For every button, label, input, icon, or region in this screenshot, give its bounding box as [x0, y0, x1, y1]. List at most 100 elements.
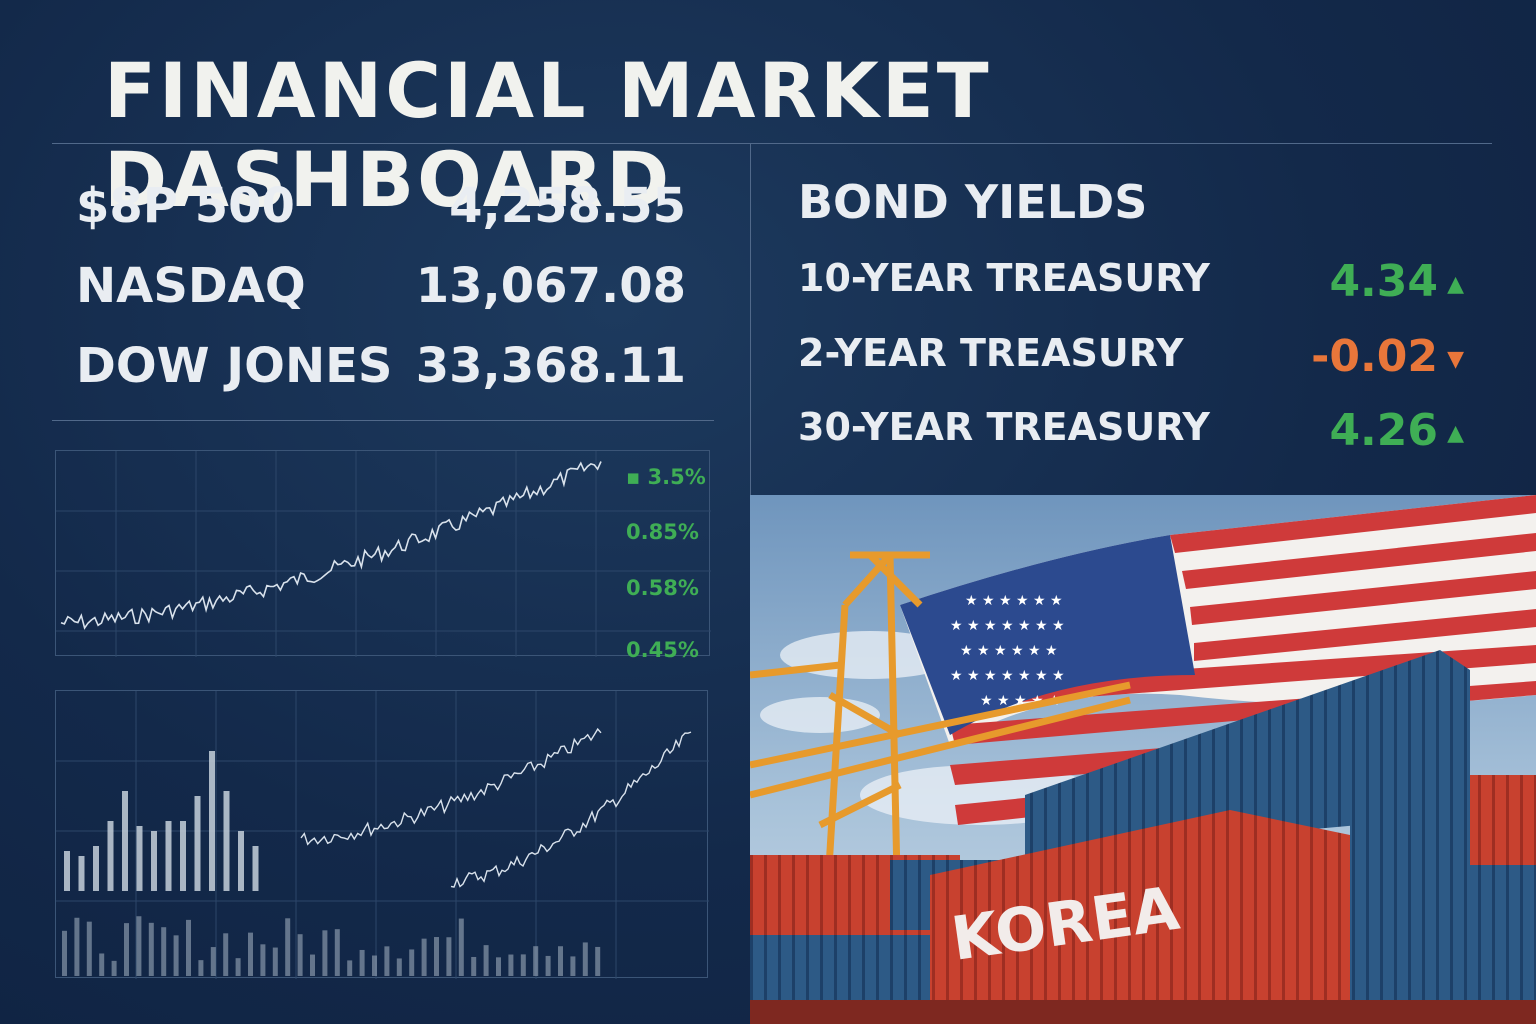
- volume-bar: [558, 946, 563, 976]
- volume-bar: [545, 955, 551, 976]
- index-row-dow-jones[interactable]: DOW JONES 33,368.11: [76, 338, 696, 408]
- index-line-chart[interactable]: [55, 450, 711, 657]
- arrow-up-icon: ▲: [1447, 272, 1464, 297]
- bond-row-10-year[interactable]: 10-YEAR TREASURY 4.34 ▲: [798, 256, 1468, 316]
- volume-bar: [99, 953, 105, 976]
- volume-bar: [210, 947, 216, 976]
- volume-bar: [235, 958, 241, 976]
- volume-bar: [421, 938, 427, 976]
- index-row-sp500[interactable]: $8P 500 4,258.55: [76, 178, 696, 248]
- bond-row-30-year[interactable]: 30-YEAR TREASURY 4.26 ▲: [798, 405, 1468, 465]
- panel-divider: [750, 143, 751, 495]
- volume-bar: [322, 930, 328, 976]
- volume-bar: [483, 945, 489, 976]
- volume-bar: [194, 796, 201, 891]
- header-divider: [52, 143, 1492, 144]
- svg-text:★ ★ ★ ★ ★ ★: ★ ★ ★ ★ ★ ★: [960, 643, 1058, 659]
- bond-name: 10-YEAR TREASURY: [798, 256, 1210, 300]
- volume-bar: [372, 955, 377, 976]
- volume-bar: [136, 916, 142, 976]
- volume-bar: [396, 958, 402, 976]
- volume-bar: [582, 942, 588, 976]
- volume-bar: [86, 921, 92, 976]
- volume-bar: [310, 954, 315, 976]
- volume-bar: [434, 937, 439, 976]
- index-name: DOW JONES: [76, 338, 393, 394]
- arrow-down-icon: ▼: [1447, 347, 1464, 372]
- dashboard-title: FINANCIAL MARKET DASHBOARD: [104, 46, 992, 224]
- volume-bar: [223, 933, 229, 976]
- volume-bar: [136, 826, 143, 891]
- volume-bar: [186, 919, 191, 976]
- volume-bar: [223, 791, 230, 891]
- volume-bar: [124, 923, 129, 976]
- volume-bar: [151, 831, 157, 891]
- volume-bar: [252, 846, 259, 891]
- volume-bar: [209, 751, 215, 891]
- volume-bar: [570, 956, 576, 976]
- arrow-up-icon: ▲: [1447, 421, 1464, 446]
- svg-text:★ ★ ★ ★ ★ ★ ★: ★ ★ ★ ★ ★ ★ ★: [950, 668, 1065, 684]
- volume-bar: [122, 791, 128, 891]
- svg-text:★ ★ ★ ★ ★ ★: ★ ★ ★ ★ ★ ★: [965, 593, 1063, 609]
- index-name: $8P 500: [76, 178, 295, 234]
- volume-bar: [595, 946, 601, 976]
- bond-yield-value: -0.02: [1311, 331, 1438, 382]
- volume-bar: [520, 954, 526, 976]
- index-value: 13,067.08: [415, 258, 686, 314]
- bond-yield-value: 4.26: [1329, 405, 1438, 456]
- volume-bar: [471, 956, 477, 976]
- volume-bar: [198, 960, 204, 976]
- bond-yield-value: 4.34: [1329, 256, 1438, 307]
- trend-line-a: [300, 727, 602, 846]
- volume-bar: [111, 960, 117, 976]
- volume-bar: [347, 960, 353, 976]
- volume-bar: [272, 947, 278, 976]
- index-row-nasdaq[interactable]: NASDAQ 13,067.08: [76, 258, 696, 328]
- volume-bar: [334, 929, 340, 976]
- pct-label: ▪ 3.5%: [626, 465, 706, 489]
- pct-label: 0.58%: [626, 576, 699, 600]
- volume-bars-upper: [64, 751, 259, 891]
- indices-divider: [52, 420, 714, 421]
- volume-bar: [297, 934, 303, 976]
- volume-bars-lower: [62, 916, 601, 976]
- volume-bar: [62, 930, 67, 976]
- volume-bar: [74, 917, 80, 976]
- volume-bar: [359, 949, 365, 976]
- volume-bar: [260, 944, 266, 976]
- volume-bar: [107, 821, 114, 891]
- pct-label: 0.85%: [626, 520, 699, 544]
- volume-bar: [248, 932, 253, 976]
- index-value: 33,368.11: [415, 338, 686, 394]
- bond-name: 2-YEAR TREASURY: [798, 331, 1184, 375]
- volume-bar: [93, 846, 99, 891]
- volume-bar: [173, 935, 179, 976]
- volume-bar: [496, 957, 501, 976]
- volume-bar: [238, 831, 244, 891]
- volume-bar: [148, 922, 154, 976]
- shipping-container-icon: [750, 650, 1536, 1024]
- index-value: 4,258.55: [449, 178, 686, 234]
- volume-bar: [161, 927, 167, 976]
- volume-bar: [384, 946, 390, 976]
- pct-label: 0.45%: [626, 638, 699, 662]
- volume-bar: [533, 946, 539, 976]
- volume-and-trend-chart[interactable]: [55, 690, 709, 979]
- bond-row-2-year[interactable]: 2-YEAR TREASURY -0.02 ▼: [798, 331, 1468, 391]
- volume-bar: [508, 954, 514, 976]
- volume-bar: [165, 821, 172, 891]
- bond-yields-heading: BOND YIELDS: [798, 175, 1148, 229]
- index-name: NASDAQ: [76, 258, 306, 314]
- volume-bar: [446, 937, 452, 976]
- line-chart-svg: [56, 451, 711, 657]
- index-trend-line: [60, 461, 602, 630]
- volume-bar: [180, 821, 186, 891]
- volume-bar: [409, 949, 415, 976]
- svg-text:★ ★ ★ ★ ★ ★ ★: ★ ★ ★ ★ ★ ★ ★: [950, 618, 1065, 634]
- volume-bar: [78, 856, 85, 891]
- trade-port-photo: ★ ★ ★ ★ ★ ★ ★ ★ ★ ★ ★ ★ ★ ★ ★ ★ ★ ★ ★ ★ …: [750, 495, 1536, 1024]
- lower-chart-svg: [56, 691, 709, 979]
- bond-name: 30-YEAR TREASURY: [798, 405, 1210, 449]
- volume-bar: [458, 918, 464, 976]
